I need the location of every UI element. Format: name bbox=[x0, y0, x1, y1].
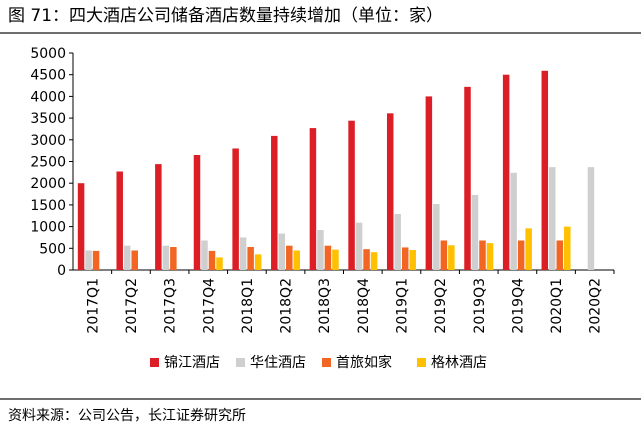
bar bbox=[286, 245, 293, 270]
bar bbox=[162, 245, 170, 270]
bar bbox=[193, 154, 201, 270]
legend-label: 格林酒店 bbox=[431, 355, 487, 371]
bar bbox=[355, 222, 363, 270]
y-tick-label: 5000 bbox=[30, 46, 66, 62]
bar bbox=[549, 167, 556, 270]
legend-label: 华住酒店 bbox=[250, 355, 306, 371]
bar bbox=[409, 250, 416, 270]
chart-legend: 锦江酒店 华住酒店 首旅如家 格林酒店 bbox=[0, 352, 641, 372]
bar bbox=[332, 249, 339, 270]
x-tick-label: 2018Q3 bbox=[317, 278, 333, 334]
x-tick-label: 2019Q1 bbox=[394, 278, 410, 334]
legend-swatch bbox=[236, 357, 245, 367]
bar bbox=[317, 230, 324, 270]
legend-label: 锦江酒店 bbox=[164, 355, 220, 371]
bar bbox=[309, 128, 317, 270]
x-tick-label: 2019Q2 bbox=[433, 278, 449, 334]
x-tick-label: 2020Q1 bbox=[549, 278, 565, 334]
bar bbox=[239, 237, 247, 270]
legend-label: 首旅如家 bbox=[336, 355, 392, 371]
bar bbox=[502, 74, 510, 270]
bar bbox=[92, 250, 100, 270]
y-tick-label: 4500 bbox=[30, 68, 66, 84]
bar bbox=[564, 226, 571, 270]
bar bbox=[425, 96, 433, 271]
title-divider bbox=[0, 32, 641, 34]
y-tick-label: 0 bbox=[57, 263, 66, 279]
legend-swatch bbox=[150, 357, 159, 367]
bar bbox=[123, 245, 131, 270]
y-tick-label: 1500 bbox=[30, 198, 66, 214]
y-tick-label: 3000 bbox=[30, 133, 66, 149]
bar bbox=[278, 233, 286, 270]
legend-item: 锦江酒店 bbox=[150, 352, 220, 372]
bar bbox=[587, 167, 595, 270]
bar bbox=[510, 172, 517, 270]
bar bbox=[254, 254, 262, 270]
bar bbox=[324, 245, 332, 270]
bar bbox=[293, 250, 301, 270]
bar bbox=[541, 70, 549, 270]
bar bbox=[394, 214, 401, 270]
bar bbox=[486, 243, 494, 270]
bar bbox=[363, 249, 370, 270]
x-tick-label: 2018Q2 bbox=[279, 278, 295, 334]
x-tick-label: 2018Q4 bbox=[356, 278, 372, 334]
figure-source: 资料来源：公司公告，长江证券研究所 bbox=[8, 408, 246, 424]
bar bbox=[370, 252, 378, 270]
bar bbox=[517, 240, 525, 270]
bar bbox=[433, 204, 440, 270]
bar bbox=[208, 250, 216, 270]
bar bbox=[170, 246, 177, 270]
x-tick-label: 2017Q1 bbox=[85, 278, 101, 334]
x-tick-label: 2020Q2 bbox=[588, 278, 604, 334]
figure-title: 图 71：四大酒店公司储备酒店数量持续增加（单位：家） bbox=[8, 6, 444, 26]
bar bbox=[440, 240, 448, 270]
bar bbox=[232, 148, 239, 270]
x-tick-label: 2017Q4 bbox=[201, 278, 217, 334]
bar bbox=[116, 171, 123, 270]
legend-item: 华住酒店 bbox=[236, 352, 306, 372]
x-tick-label: 2017Q3 bbox=[163, 278, 179, 334]
bar bbox=[386, 113, 394, 271]
bar-chart: 0 500 1000 1500 2000 2500 3000 3500 4000 4500 5000… bbox=[30, 46, 615, 334]
legend-swatch bbox=[417, 357, 426, 367]
bar bbox=[464, 86, 471, 271]
x-tick-label: 2019Q4 bbox=[510, 278, 526, 334]
bar bbox=[271, 135, 278, 270]
bar bbox=[348, 120, 355, 270]
bar bbox=[131, 250, 138, 270]
bar bbox=[201, 240, 208, 270]
bar bbox=[479, 240, 486, 270]
x-tick-label: 2018Q1 bbox=[240, 278, 256, 334]
y-tick-label: 1000 bbox=[30, 220, 66, 236]
x-tick-label: 2019Q3 bbox=[472, 278, 488, 334]
y-tick-label: 2500 bbox=[30, 155, 66, 171]
bar bbox=[448, 245, 455, 270]
x-tick-label: 2017Q2 bbox=[124, 278, 140, 334]
legend-item: 首旅如家 bbox=[322, 352, 392, 372]
bar bbox=[247, 246, 254, 270]
y-tick-label: 500 bbox=[39, 241, 66, 257]
bar bbox=[85, 250, 92, 270]
y-tick-label: 2000 bbox=[30, 176, 66, 192]
legend-swatch bbox=[322, 357, 331, 367]
bar bbox=[525, 228, 532, 270]
bar bbox=[401, 247, 409, 270]
bar bbox=[556, 240, 564, 270]
y-tick-label: 3500 bbox=[30, 111, 66, 127]
y-tick-label: 4000 bbox=[30, 89, 66, 105]
bar bbox=[471, 194, 479, 270]
legend-item: 格林酒店 bbox=[417, 352, 487, 372]
bar bbox=[216, 257, 223, 270]
source-divider bbox=[0, 398, 641, 400]
bar bbox=[155, 164, 162, 270]
bar bbox=[77, 183, 85, 270]
